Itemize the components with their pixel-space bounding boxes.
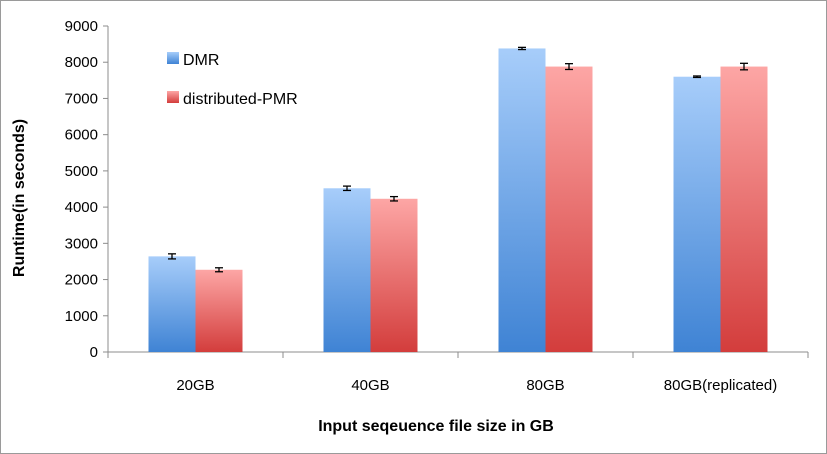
y-tick-label: 3000 (65, 235, 98, 252)
y-tick-label: 6000 (65, 127, 98, 144)
bar-dmr-40gb (323, 188, 371, 352)
x-tick-label: 80GB (526, 377, 564, 394)
x-axis-title: Input seqeuence file size in GB (318, 418, 554, 435)
bar-distributed-pmr-80gb-replicated- (720, 66, 768, 353)
error-bars (168, 46, 748, 273)
bars (148, 48, 768, 353)
y-tick-label: 0 (90, 344, 98, 361)
bar-distributed-pmr-40gb (370, 198, 418, 352)
x-tick-label: 80GB(replicated) (664, 377, 777, 394)
y-axis-title: Runtime(in seconds) (11, 119, 28, 277)
bar-dmr-20gb (148, 256, 196, 352)
y-tick-label: 9000 (65, 18, 98, 35)
x-tick-label: 40GB (351, 377, 389, 394)
bar-distributed-pmr-80gb (545, 66, 593, 353)
legend-label-dmr: DMR (183, 52, 219, 69)
tick-labels: 0 1000 2000 3000 4000 5000 6000 7000 8000 9000 20G… (65, 18, 778, 394)
legend-swatch-dmr (167, 52, 179, 64)
y-tick-label: 5000 (65, 163, 98, 180)
x-tick-label: 20GB (176, 377, 214, 394)
legend-label-distributed-pmr: distributed-PMR (183, 91, 298, 108)
y-tick-label: 7000 (65, 90, 98, 107)
bar-distributed-pmr-20gb (195, 269, 243, 352)
bar-dmr-80gb (498, 48, 546, 353)
legend: DMR distributed-PMR (167, 52, 298, 108)
y-tick-label: 2000 (65, 272, 98, 289)
legend-swatch-distributed-pmr (167, 91, 179, 103)
y-tick-label: 4000 (65, 199, 98, 216)
y-tick-label: 8000 (65, 54, 98, 71)
y-tick-label: 1000 (65, 308, 98, 325)
bar-dmr-80gb-replicated- (673, 76, 721, 352)
